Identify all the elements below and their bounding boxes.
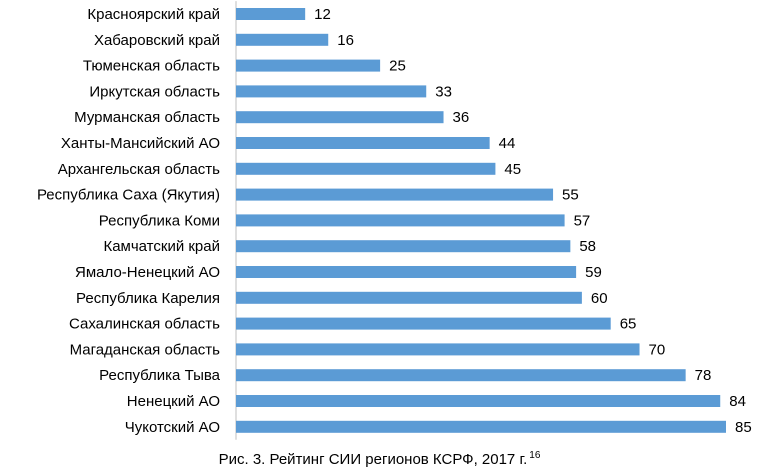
value-label: 59 xyxy=(585,264,602,281)
value-label: 84 xyxy=(729,393,746,410)
value-label: 12 xyxy=(314,6,331,23)
value-label: 57 xyxy=(574,212,591,229)
bar xyxy=(236,59,381,72)
value-label: 70 xyxy=(649,341,666,358)
category-label: Республика Тыва xyxy=(99,367,221,384)
bar xyxy=(236,85,427,98)
category-label: Хабаровский край xyxy=(94,32,220,49)
bar xyxy=(236,111,444,124)
value-label: 65 xyxy=(620,316,637,333)
bar xyxy=(236,214,565,227)
category-label: Мурманская область xyxy=(74,109,220,126)
value-label: 44 xyxy=(499,135,516,152)
bar xyxy=(236,188,554,201)
category-label: Тюменская область xyxy=(83,58,220,75)
category-label: Республика Саха (Якутия) xyxy=(37,187,220,204)
bar xyxy=(236,343,640,356)
value-label: 58 xyxy=(579,238,596,255)
category-label: Республика Карелия xyxy=(76,290,220,307)
bar xyxy=(236,266,577,278)
category-label: Архангельская область xyxy=(58,161,220,178)
bar xyxy=(236,369,686,382)
bar xyxy=(236,137,490,149)
category-label: Магаданская область xyxy=(70,341,221,358)
bar xyxy=(236,33,329,46)
figure-caption: Рис. 3. Рейтинг СИИ регионов КСРФ, 2017 … xyxy=(0,450,759,468)
value-label: 85 xyxy=(735,419,752,436)
value-label: 25 xyxy=(389,58,406,75)
value-label: 55 xyxy=(562,187,579,204)
category-label: Камчатский край xyxy=(103,238,220,255)
value-label: 78 xyxy=(695,367,712,384)
bar xyxy=(236,8,306,20)
category-label: Ханты-Мансийский АО xyxy=(61,135,220,152)
category-label: Ненецкий АО xyxy=(127,393,220,410)
value-label: 36 xyxy=(453,109,470,126)
category-label: Иркутская область xyxy=(89,83,220,100)
value-label: 33 xyxy=(435,83,452,100)
caption-text: Рис. 3. Рейтинг СИИ регионов КСРФ, 2017 … xyxy=(218,451,528,468)
bar xyxy=(236,162,496,175)
category-labels-group: Красноярский край Хабаровский край Тюменск… xyxy=(37,6,221,436)
value-label: 60 xyxy=(591,290,608,307)
category-label: Республика Коми xyxy=(99,212,220,229)
caption-footnote: 16 xyxy=(529,450,541,461)
bar xyxy=(236,395,721,407)
category-label: Красноярский край xyxy=(87,6,220,23)
bars-group xyxy=(236,8,726,433)
value-label: 16 xyxy=(337,32,354,49)
value-label: 45 xyxy=(504,161,521,178)
bar xyxy=(236,291,582,304)
bar xyxy=(236,240,571,253)
bar xyxy=(236,420,726,433)
bar-chart: Красноярский край Хабаровский край Тюменск… xyxy=(37,1,752,440)
category-label: Чукотский АО xyxy=(125,419,220,436)
category-label: Сахалинская область xyxy=(69,316,220,333)
category-label: Ямало-Ненецкий АО xyxy=(75,264,220,281)
bar xyxy=(236,317,611,330)
